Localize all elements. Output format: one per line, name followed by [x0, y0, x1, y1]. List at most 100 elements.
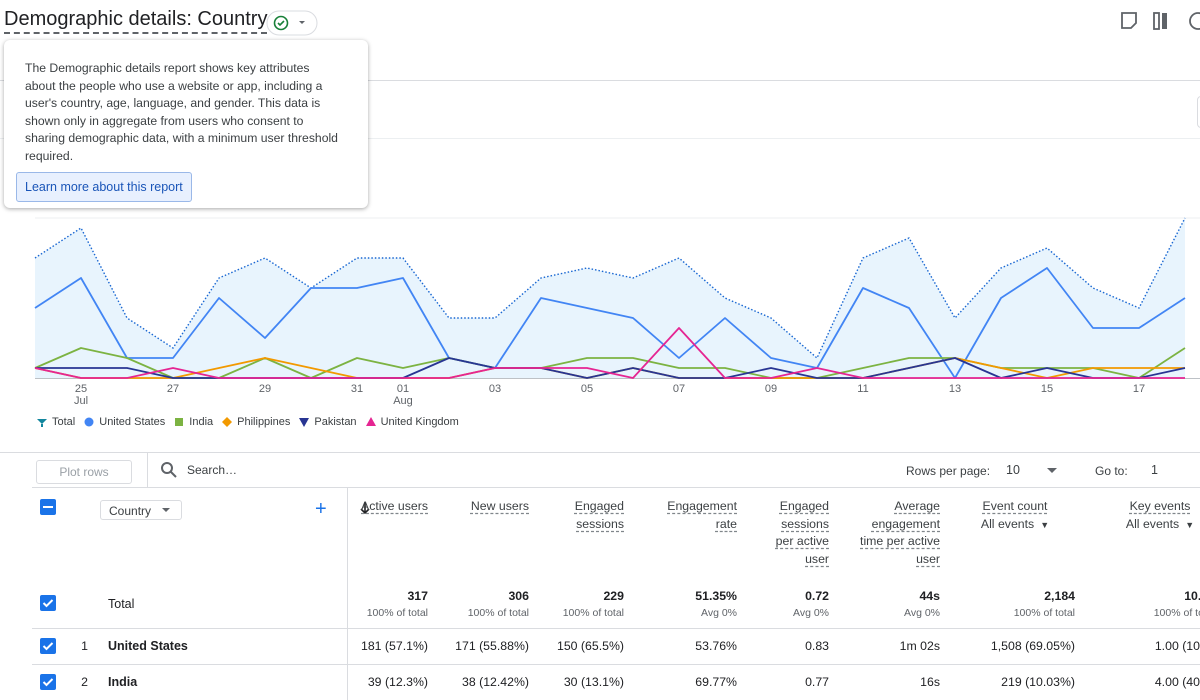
column-header: Event count All events ▼: [955, 498, 1075, 534]
x-tick-label: 15: [1041, 383, 1053, 395]
row-value: 1m 02s: [899, 639, 940, 653]
total-subvalue: 100% of total: [562, 607, 624, 619]
status-chip[interactable]: [266, 10, 320, 36]
legend-icon: [175, 418, 184, 426]
toolbar-icons[interactable]: [1118, 10, 1200, 32]
total-value: 10.00: [1184, 589, 1200, 603]
row-value: 30 (13.1%): [563, 675, 624, 689]
row-checkbox[interactable]: [40, 674, 56, 690]
row-value: 150 (65.5%): [557, 639, 624, 653]
plot-rows-button[interactable]: Plot rows: [36, 460, 132, 484]
column-header: Engaged sessions: [544, 498, 624, 533]
total-subvalue: 100% of total: [467, 607, 529, 619]
x-tick-label: 03: [489, 383, 501, 395]
info-tooltip: The Demographic details report shows key…: [4, 40, 368, 208]
check: [42, 678, 54, 687]
tooltip-text: The Demographic details report shows key…: [25, 61, 338, 163]
dimension-select[interactable]: Country: [100, 500, 182, 520]
row-value: 1.00 (10%): [1154, 639, 1200, 653]
dimension-label: Country: [109, 504, 152, 518]
row-value: 39 (12.3%): [367, 675, 428, 689]
total-value: 0.72: [805, 589, 829, 603]
legend-item: Pakistan: [298, 416, 357, 428]
legend-icon: [222, 417, 233, 427]
x-tick-label: 25: [75, 383, 87, 395]
row-value: 1,508 (69.05%): [990, 639, 1075, 653]
dropdown-arrow: [162, 508, 170, 512]
legend-label: Pakistan: [314, 416, 357, 428]
add-dimension-button[interactable]: +: [315, 498, 327, 520]
x-tick-label: 07: [673, 383, 685, 395]
x-tick-label: 13: [949, 383, 961, 395]
series-line: [34, 327, 1185, 379]
divider: [32, 487, 1200, 488]
row-value: 171 (55.88%): [455, 639, 529, 653]
legend-item: Philippines: [221, 416, 290, 428]
series-line: [34, 217, 1186, 360]
column-header: Active users: [358, 498, 428, 516]
total-subvalue: 100% of total: [1013, 607, 1075, 619]
search-icon: [161, 462, 177, 478]
x-tick-label: 17: [1133, 383, 1145, 395]
legend-label: United Kingdom: [380, 416, 459, 428]
control[interactable]: [1197, 96, 1200, 128]
row-name: India: [108, 675, 138, 689]
legend-label: Philippines: [237, 416, 291, 428]
row-divider: [32, 628, 1200, 629]
row-value: 69.77%: [695, 675, 737, 689]
legend-icon: [84, 417, 94, 427]
legend-icon: [299, 418, 310, 427]
column-sublabel: All events: [980, 516, 1035, 531]
total-subvalue: 100% of total: [1153, 607, 1200, 619]
x-tick-label: 01: [397, 383, 409, 395]
go-to-label: Go to:: [1095, 464, 1128, 478]
go-to-input[interactable]: 1: [1151, 463, 1158, 477]
total-value: 51.35%: [695, 589, 737, 603]
dropdown-arrow: ▼: [1185, 519, 1195, 530]
column-sublabel: All events: [1125, 516, 1180, 531]
total-value: 317: [407, 589, 428, 603]
column-header: Average engagement time per active user: [850, 498, 940, 568]
legend-item: United States: [83, 416, 165, 428]
column-header: New users: [449, 498, 529, 516]
divider: [147, 453, 148, 487]
legend-icon: [365, 417, 376, 426]
rows-per-page-label: Rows per page:: [906, 464, 991, 478]
search-input[interactable]: Search…: [187, 463, 238, 477]
x-tick-label: 31: [351, 383, 363, 395]
total-value: 44s: [919, 589, 940, 603]
dropdown-arrow: [1047, 468, 1057, 473]
row-name: United States: [108, 639, 188, 653]
row-divider: [32, 664, 1200, 665]
column-label: Average engagement time per active user: [860, 499, 940, 566]
legend-item: India: [173, 416, 213, 428]
row-checkbox[interactable]: [40, 638, 56, 654]
row-value: 219 (10.03%): [1001, 675, 1075, 689]
total-subvalue: Avg 0%: [793, 607, 829, 619]
total-label: Total: [108, 597, 135, 611]
total-value: 229: [603, 589, 624, 603]
total-area: [35, 218, 1185, 378]
divider: [0, 138, 1200, 139]
select-all-checkbox[interactable]: [40, 499, 56, 515]
rows-per-page-select[interactable]: 10: [1006, 463, 1020, 477]
column-header: Engagement rate: [647, 498, 737, 533]
learn-more-button[interactable]: Learn more about this report: [16, 172, 192, 202]
x-tick-sublabel: Jul: [74, 395, 88, 407]
row-value: 38 (12.42%): [462, 675, 529, 689]
legend-label: Total: [52, 416, 76, 428]
total-subvalue: 100% of total: [366, 607, 428, 619]
total-checkbox[interactable]: [40, 595, 56, 611]
sort-arrow: [360, 502, 370, 515]
divider: [0, 80, 1200, 81]
legend-icon: [37, 419, 47, 427]
column-label: Engaged sessions per active user: [775, 499, 829, 566]
row-rank: 1: [81, 639, 88, 653]
x-tick-label: 05: [581, 383, 593, 395]
row-value: 53.76%: [695, 639, 737, 653]
